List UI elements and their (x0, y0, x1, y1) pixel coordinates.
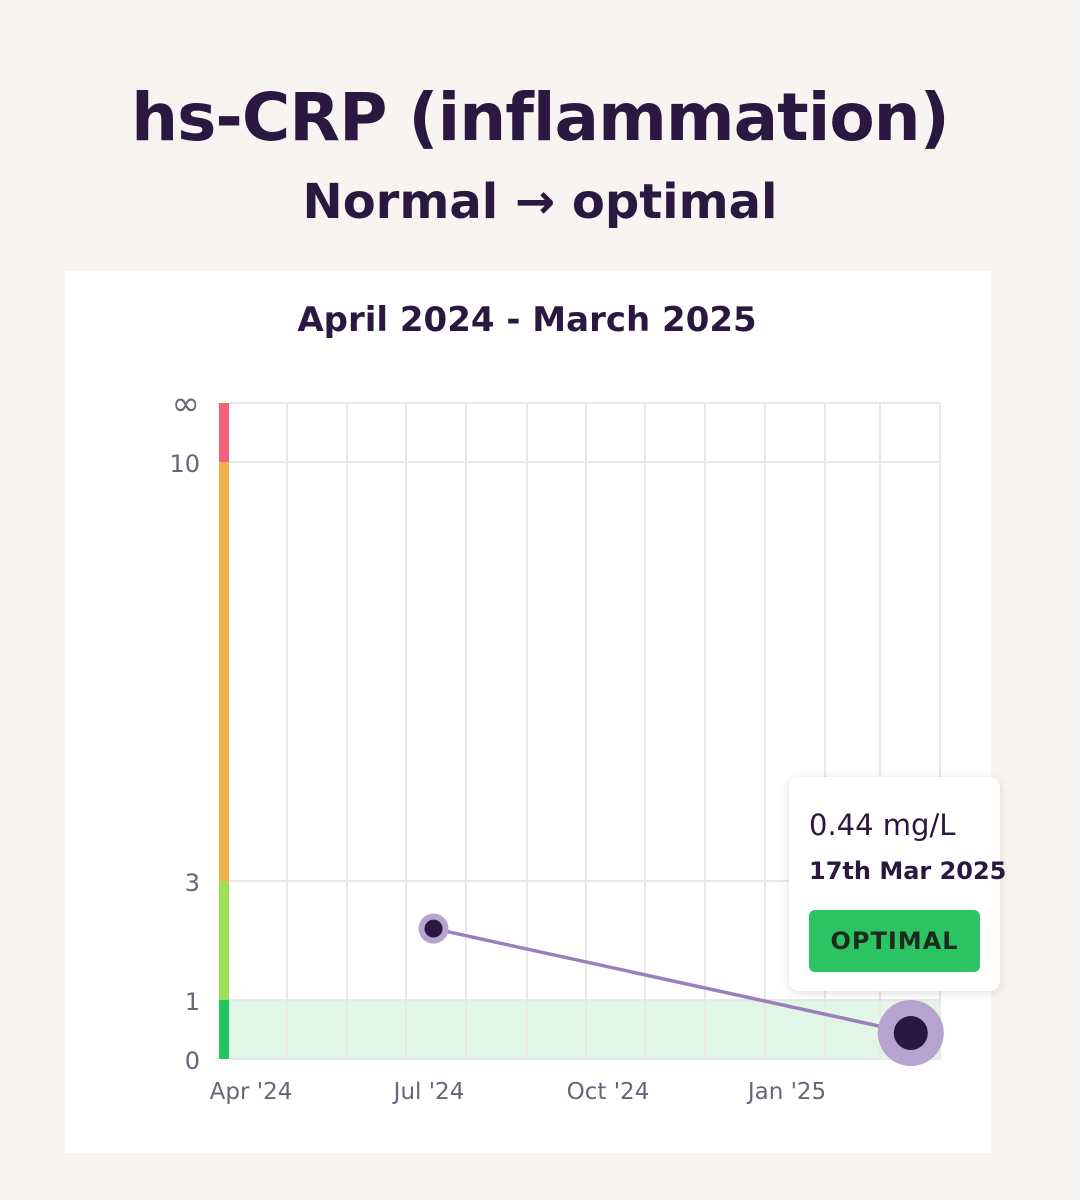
chart-grid (229, 402, 941, 1060)
reference-bands (219, 403, 229, 1059)
y-tick-label: 10 (169, 450, 200, 478)
x-tick-label: Jul '24 (392, 1079, 465, 1105)
data-series (418, 913, 944, 1067)
y-tick-label: ∞ (172, 384, 200, 424)
page-title: hs-CRP (inflammation) (131, 79, 950, 156)
reference-band-very-high (219, 403, 229, 462)
x-tick-label: Oct '24 (567, 1079, 650, 1105)
reference-band-optimal (219, 1000, 229, 1059)
tooltip-value: 0.44 mg/L (809, 808, 956, 842)
page-subtitle: Normal → optimal (302, 174, 778, 230)
x-tick-label: Apr '24 (210, 1079, 293, 1105)
chart-title: April 2024 - March 2025 (297, 300, 757, 340)
tooltip-date: 17th Mar 2025 (809, 857, 1007, 885)
status-badge: OPTIMAL (809, 910, 980, 972)
y-tick-label: 3 (185, 869, 200, 897)
highlighted-data-point (893, 1016, 928, 1051)
reference-band-normal (219, 881, 229, 1000)
y-axis-ticks: 0 1 3 10 ∞ (169, 384, 200, 1075)
optimal-zone (229, 1000, 940, 1059)
data-point (424, 919, 443, 938)
x-tick-label: Jan '25 (746, 1079, 826, 1105)
y-tick-label: 0 (185, 1047, 200, 1075)
x-axis-ticks: Apr '24 Jul '24 Oct '24 Jan '25 (210, 1079, 827, 1105)
reference-band-high (219, 462, 229, 881)
y-tick-label: 1 (185, 988, 200, 1016)
data-point-tooltip: 0.44 mg/L 17th Mar 2025 OPTIMAL (789, 777, 1006, 991)
series-line (433, 926, 912, 1035)
